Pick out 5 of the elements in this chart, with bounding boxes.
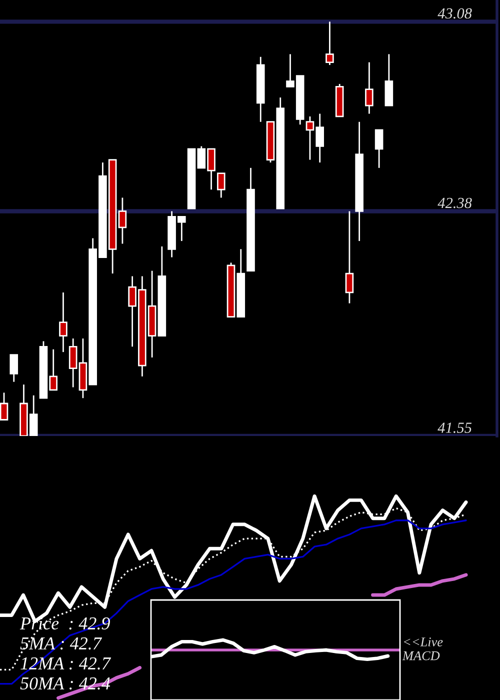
annotation: <<Live MACD bbox=[402, 638, 443, 660]
annotation: 5MA : 42.7 bbox=[20, 637, 102, 650]
y-tick-label: 41.55 bbox=[438, 422, 472, 433]
y-tick-label: 42.38 bbox=[438, 198, 472, 208]
y-tick-label: 43.08 bbox=[438, 8, 472, 19]
